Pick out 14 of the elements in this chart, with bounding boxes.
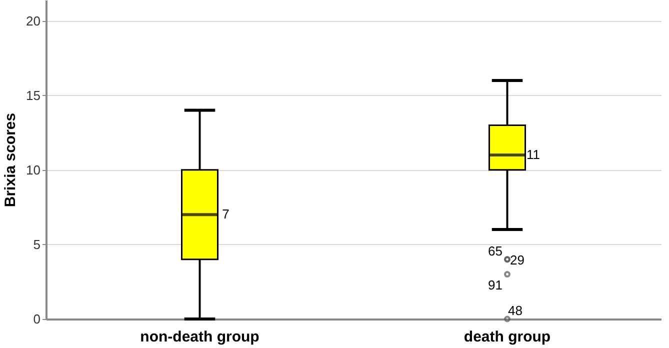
annotation: 11 [526, 147, 540, 162]
annotation: 48 [508, 303, 522, 318]
y-tick-label: 5 [33, 236, 40, 252]
y-tick-label: 20 [26, 13, 40, 28]
y-tick-label: 15 [26, 88, 40, 103]
annotation: 7 [222, 206, 230, 222]
annotation: 65 [488, 243, 502, 258]
y-tick-label: 10 [26, 162, 40, 178]
x-tick-label: death group [464, 328, 551, 346]
x-tick-label: non-death group [140, 328, 260, 346]
y-axis-title: Brixia scores [2, 112, 20, 208]
annotation: 29 [510, 252, 524, 268]
y-tick-label: 0 [33, 312, 40, 326]
annotation: 91 [488, 277, 502, 292]
